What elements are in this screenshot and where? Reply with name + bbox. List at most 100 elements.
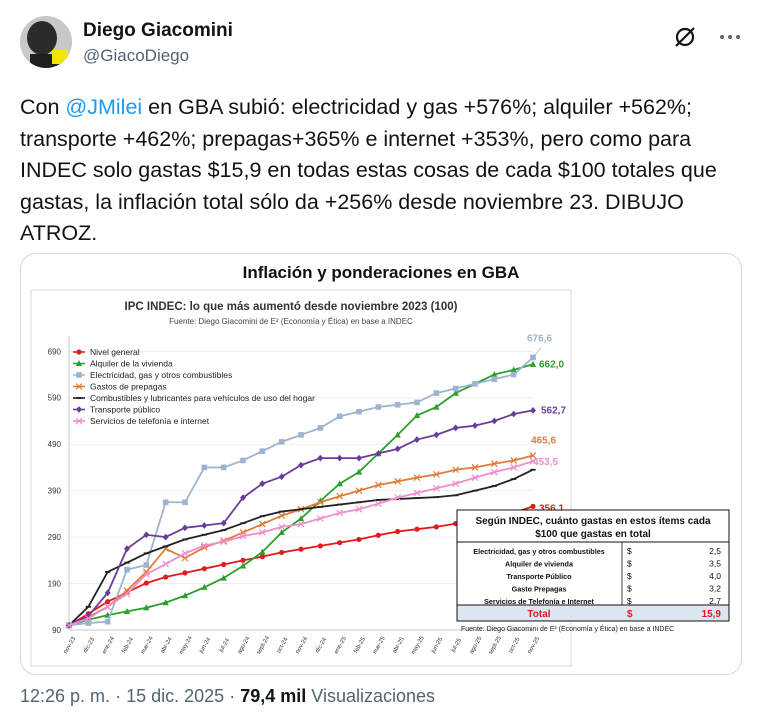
data-point — [336, 413, 343, 420]
tweet-date[interactable]: 15 dic. 2025 — [126, 686, 225, 706]
data-point — [258, 520, 266, 528]
data-point — [356, 454, 362, 462]
data-point — [490, 468, 498, 476]
mention-link[interactable]: @JMilei — [65, 95, 143, 119]
data-point — [375, 404, 382, 410]
data-point — [432, 484, 440, 492]
y-tick-label: 490 — [48, 440, 62, 449]
data-point — [317, 543, 323, 549]
data-point — [201, 464, 208, 471]
grok-icon[interactable] — [672, 24, 698, 50]
data-point — [374, 500, 382, 508]
data-point — [240, 494, 246, 502]
data-point — [433, 390, 440, 396]
data-point — [220, 538, 228, 546]
more-options-icon[interactable] — [718, 25, 742, 49]
data-point — [432, 470, 440, 478]
table-row-currency: $ — [627, 546, 632, 556]
data-point — [143, 531, 150, 539]
data-point — [259, 448, 266, 454]
data-point — [220, 464, 227, 471]
avatar-image — [20, 16, 72, 68]
data-point — [374, 481, 382, 489]
data-point — [337, 540, 343, 546]
data-point — [529, 360, 537, 367]
series-end-label: 562,7 — [541, 405, 566, 416]
data-point — [162, 599, 169, 606]
data-point — [471, 474, 479, 482]
data-point — [123, 590, 131, 598]
data-point — [181, 592, 189, 599]
data-point — [239, 532, 247, 540]
data-point — [472, 422, 478, 430]
table-total-label: Total — [527, 609, 550, 620]
data-point — [220, 519, 227, 527]
data-point — [316, 515, 324, 522]
table-title-line-2: $100 que gastas en total — [535, 529, 651, 540]
y-tick-label: 90 — [52, 626, 61, 635]
meta-separator: · — [115, 686, 122, 706]
label-leader — [532, 347, 542, 358]
data-point — [104, 618, 111, 625]
series-transporte-p-blico — [66, 407, 536, 629]
tweet-text-prefix: Con — [20, 95, 66, 119]
data-point — [433, 524, 439, 530]
data-point — [278, 473, 285, 481]
data-point — [104, 603, 112, 611]
tweet-time[interactable]: 12:26 p. m. — [20, 686, 111, 706]
chart-graphic: Inflación y ponderaciones en GBA IPC IND… — [21, 254, 741, 674]
data-point — [510, 457, 518, 464]
data-point — [104, 589, 111, 597]
data-point — [452, 389, 459, 396]
data-point — [297, 520, 305, 528]
data-point — [278, 439, 285, 445]
y-tick-label: 390 — [48, 487, 62, 496]
data-point — [258, 529, 266, 536]
legend-label: Gastos de prepagas — [90, 382, 167, 392]
data-point — [336, 480, 343, 487]
data-point — [259, 480, 266, 488]
y-tick-label: 590 — [48, 394, 62, 403]
data-point — [201, 566, 207, 572]
table-row-value: 4,0 — [709, 571, 721, 581]
y-tick-label: 190 — [48, 580, 62, 589]
data-point — [162, 499, 169, 506]
series-end-label: 465,6 — [531, 436, 556, 447]
avatar[interactable] — [20, 16, 72, 68]
tweet-image[interactable]: Inflación y ponderaciones en GBA IPC IND… — [20, 253, 742, 675]
series-end-label: 356,1 — [539, 503, 564, 514]
data-point — [297, 515, 305, 522]
data-point — [355, 487, 363, 495]
data-point — [221, 561, 227, 568]
data-point — [240, 457, 246, 464]
data-point — [375, 450, 382, 457]
data-point — [182, 499, 188, 506]
data-point — [530, 407, 536, 414]
legend-label: Servicios de telefonía e internet — [90, 416, 210, 426]
data-point — [452, 385, 459, 392]
data-point — [356, 408, 362, 415]
user-display-name[interactable]: Diego Giacomini — [83, 20, 233, 41]
table-row-currency: $ — [627, 571, 632, 581]
table-row-currency: $ — [627, 559, 632, 569]
table-row-currency: $ — [627, 584, 632, 594]
data-point — [65, 621, 73, 629]
data-point — [413, 474, 421, 482]
views-label: Visualizaciones — [311, 686, 436, 706]
data-point — [529, 452, 537, 459]
data-point — [394, 494, 402, 502]
data-point — [298, 546, 304, 552]
table-total-row — [456, 604, 730, 622]
user-handle[interactable]: @GiacoDiego — [83, 46, 190, 65]
chart-title: IPC INDEC: lo que más aumentó desde novi… — [125, 301, 458, 313]
data-point — [75, 417, 83, 425]
data-point — [413, 489, 421, 497]
data-point — [355, 505, 363, 513]
data-point — [279, 549, 285, 556]
chart-subtitle: Fuente: Diego Giacomini de E² (Economía … — [169, 317, 413, 326]
data-point — [84, 614, 92, 622]
data-point — [452, 424, 459, 432]
data-point — [75, 360, 83, 367]
table-row-label: Electricidad, gas y otros combustibles — [473, 547, 604, 556]
data-point — [394, 445, 401, 453]
